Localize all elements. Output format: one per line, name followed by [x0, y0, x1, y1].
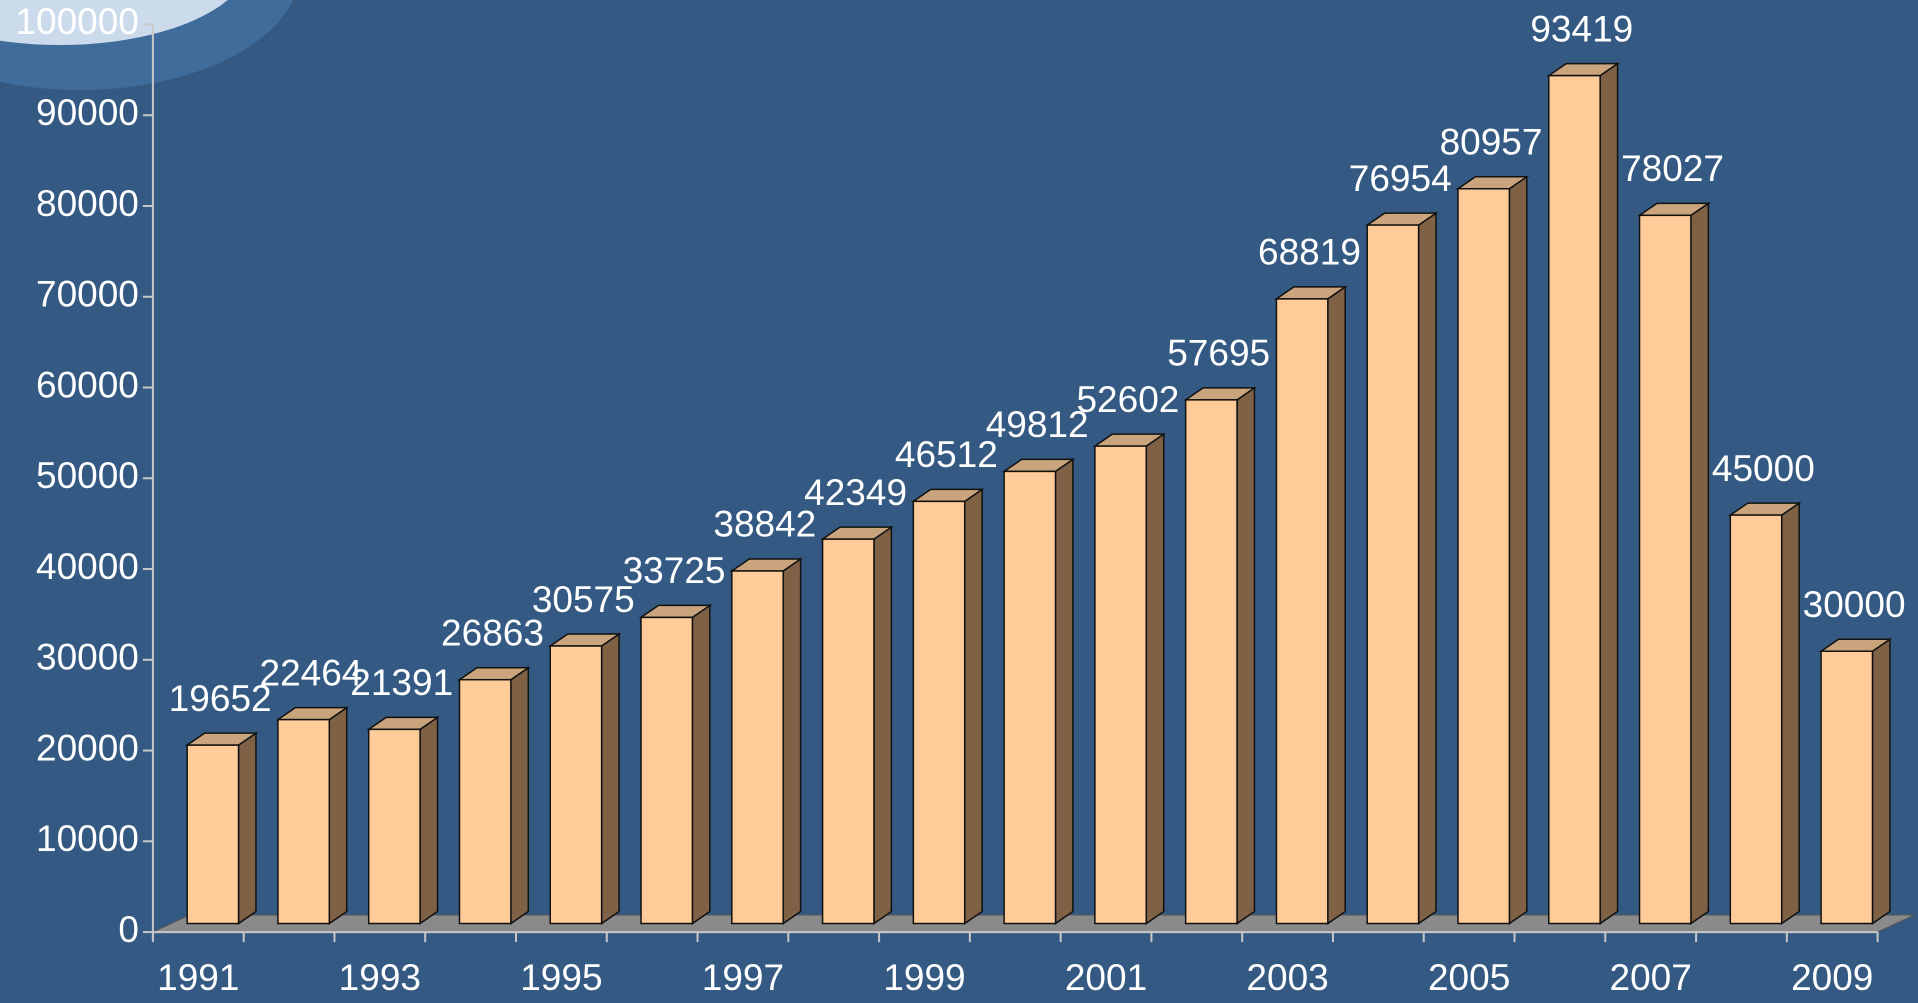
bar	[458, 678, 512, 925]
x-tick-label: 1993	[339, 957, 421, 998]
value-label: 78027	[1621, 148, 1724, 189]
bar-side	[1780, 501, 1800, 925]
bar-side	[873, 525, 893, 925]
value-label: 68819	[1258, 232, 1361, 273]
y-tick-label: 60000	[36, 364, 139, 405]
bar-side	[237, 731, 257, 925]
value-label: 76954	[1349, 158, 1452, 199]
x-tick-label: 2003	[1246, 957, 1328, 998]
value-label: 38842	[713, 504, 816, 545]
bar-side	[1236, 386, 1256, 925]
bar-side	[782, 557, 802, 925]
value-label: 30575	[532, 579, 635, 620]
bar	[1094, 445, 1148, 925]
y-tick-label: 80000	[36, 183, 139, 224]
bar-side	[600, 632, 620, 925]
x-tick-label: 1995	[520, 957, 602, 998]
x-tick-label: 1999	[883, 957, 965, 998]
value-label: 19652	[169, 678, 272, 719]
value-label: 46512	[895, 434, 998, 475]
y-tick-label: 30000	[36, 637, 139, 678]
value-label: 49812	[986, 404, 1089, 445]
y-tick-label: 10000	[36, 818, 139, 859]
bar-side	[328, 706, 348, 925]
value-label: 22464	[260, 652, 363, 693]
value-label: 45000	[1712, 448, 1815, 489]
y-tick-label: 100000	[15, 1, 138, 42]
bar-side	[419, 715, 439, 925]
bar-side	[1871, 637, 1891, 925]
bar	[640, 616, 694, 925]
value-label: 52602	[1076, 379, 1179, 420]
value-label: 57695	[1167, 333, 1270, 374]
y-tick-label: 70000	[36, 274, 139, 315]
bar	[1457, 187, 1511, 925]
bar	[1638, 214, 1692, 925]
bar-side	[963, 487, 983, 925]
bar	[1820, 650, 1874, 925]
y-tick-label: 0	[118, 909, 139, 950]
bar	[821, 538, 875, 925]
value-label: 26863	[441, 612, 544, 653]
bar-side	[1145, 432, 1165, 925]
bar	[549, 645, 603, 925]
value-label: 33725	[623, 550, 726, 591]
x-tick-label: 1991	[157, 957, 239, 998]
bar	[731, 570, 784, 925]
bar	[1184, 399, 1238, 925]
bar-side	[691, 604, 711, 925]
bar-side	[510, 666, 530, 925]
value-label: 21391	[350, 662, 453, 703]
bar	[1275, 298, 1329, 925]
bar	[367, 728, 421, 925]
bar-side	[1417, 211, 1437, 925]
bar	[277, 718, 331, 925]
x-tick-label: 2007	[1610, 957, 1692, 998]
decoration	[0, 0, 228, 45]
bar-side	[1327, 285, 1346, 925]
bar	[1003, 470, 1057, 925]
y-tick-label: 90000	[36, 92, 139, 133]
bar	[1729, 514, 1783, 925]
x-tick-label: 2009	[1791, 957, 1873, 998]
bar-side	[1508, 175, 1528, 925]
bar	[1366, 224, 1420, 925]
value-label: 93419	[1530, 8, 1633, 49]
y-tick-label: 20000	[36, 727, 139, 768]
bar-side	[1690, 201, 1710, 925]
value-label: 30000	[1803, 584, 1906, 625]
value-label: 42349	[804, 472, 907, 513]
bar	[186, 744, 240, 925]
x-tick-label: 1997	[702, 957, 784, 998]
bar	[1548, 74, 1601, 925]
x-tick-label: 2005	[1428, 957, 1510, 998]
y-tick-label: 40000	[36, 546, 139, 587]
bar-side	[1054, 458, 1074, 925]
bar	[912, 500, 966, 925]
value-label: 80957	[1440, 121, 1543, 162]
y-tick-label: 50000	[36, 455, 139, 496]
bar-side	[1599, 62, 1619, 925]
x-tick-label: 2001	[1065, 957, 1147, 998]
